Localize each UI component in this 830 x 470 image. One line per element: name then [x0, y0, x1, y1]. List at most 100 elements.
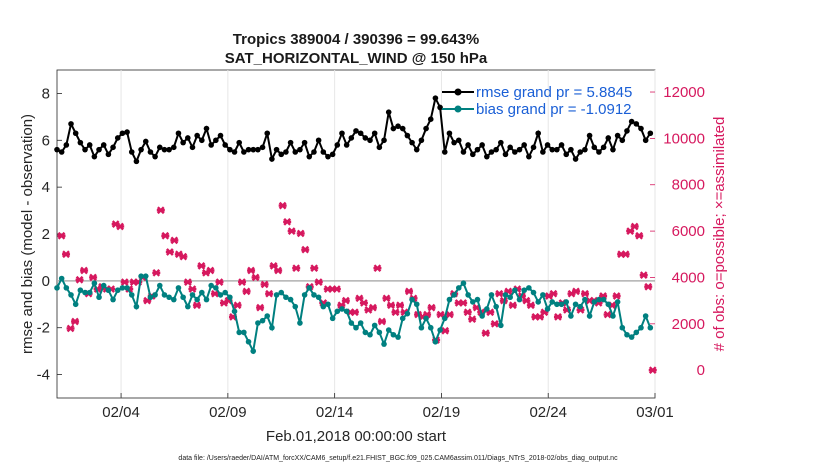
bias-point: [367, 331, 373, 338]
bias-point: [381, 341, 387, 347]
bias-point: [82, 289, 88, 296]
obs-marker: [170, 236, 179, 245]
bias-point: [446, 296, 453, 303]
bias-point: [203, 296, 210, 303]
y2-tick-label: 0: [697, 362, 705, 379]
rmse-point: [142, 138, 149, 145]
obs-marker: [210, 289, 219, 298]
bias-point: [610, 313, 616, 319]
bias-point: [227, 294, 233, 301]
rmse-point: [315, 137, 322, 144]
obs-marker: [445, 310, 454, 319]
rmse-point: [227, 146, 233, 153]
obs-marker: [396, 301, 405, 310]
bias-point: [278, 289, 285, 296]
bias-point: [264, 313, 271, 319]
bias-point: [628, 334, 635, 340]
bias-point: [441, 315, 448, 322]
rmse-point: [409, 139, 415, 146]
bias-point: [68, 292, 74, 298]
obs-marker: [179, 252, 188, 261]
x-tick-label: 02/19: [423, 404, 461, 421]
bias-point: [493, 303, 499, 310]
rmse-point: [647, 130, 654, 137]
bias-point: [638, 324, 644, 331]
obs-marker: [459, 299, 468, 307]
obs-marker: [386, 301, 395, 310]
bias-point: [451, 292, 457, 298]
rmse-point: [427, 116, 434, 122]
bias-point: [339, 306, 345, 312]
bias-point: [619, 324, 626, 331]
rmse-point: [63, 142, 70, 148]
rmse-point: [357, 130, 364, 137]
rmse-point: [54, 146, 60, 153]
bias-point: [563, 299, 570, 305]
bias-point: [357, 320, 364, 326]
bias-point: [63, 285, 70, 291]
obs-marker: [120, 278, 129, 286]
rmse-point: [498, 139, 504, 146]
rmse-point: [175, 130, 182, 137]
obs-marker: [468, 315, 477, 324]
obs-marker: [391, 308, 400, 317]
bias-point: [371, 322, 378, 329]
bias-point: [432, 338, 439, 345]
rmse-point: [493, 146, 499, 153]
rmse-point: [638, 125, 644, 132]
rmse-point: [213, 137, 219, 144]
bias-point: [105, 287, 112, 294]
obs-marker: [238, 278, 247, 286]
legend-bias-marker: [454, 105, 462, 113]
rmse-point: [133, 158, 140, 165]
rmse-point: [77, 139, 84, 146]
legend-rmse-label: rmse grand pr = 5.8845: [476, 84, 632, 101]
bias-point: [170, 296, 177, 303]
bias-point: [362, 329, 369, 336]
bias-point: [86, 289, 93, 296]
rmse-point: [189, 144, 196, 151]
obs-marker: [368, 303, 377, 312]
bias-point: [600, 296, 607, 303]
obs-marker: [260, 280, 269, 289]
rmse-point: [507, 144, 513, 151]
obs-marker: [639, 271, 648, 279]
rmse-point: [544, 142, 551, 148]
bias-point: [474, 296, 481, 303]
bias-point: [315, 294, 322, 301]
y2-axis-label: # of obs: o=possible; ×=assimilated: [711, 117, 728, 352]
rmse-point: [156, 144, 163, 151]
rmse-point: [572, 156, 579, 162]
bias-point: [376, 329, 383, 336]
rmse-point: [292, 149, 299, 155]
obs-marker: [612, 292, 621, 300]
y2-tick-label: 2000: [672, 316, 705, 333]
bias-point: [413, 301, 420, 308]
rmse-point: [446, 130, 453, 137]
rmse-point: [199, 137, 205, 144]
obs-marker: [526, 301, 535, 310]
legend: rmse grand pr = 5.8845 bias grand pr = -…: [442, 84, 632, 118]
bias-point: [161, 292, 168, 298]
bias-point: [334, 308, 341, 315]
bias-point: [647, 324, 654, 331]
bias-point: [465, 292, 471, 298]
rmse-point: [465, 142, 471, 148]
rmse-point: [376, 144, 383, 151]
rmse-point: [535, 130, 542, 137]
obs-marker: [508, 301, 517, 310]
obs-marker: [301, 245, 310, 254]
bias-point: [110, 296, 116, 303]
y-tick-label: 8: [42, 85, 50, 102]
bias-point: [250, 348, 257, 354]
data-file-footnote: data file: /Users/raeder/DAI/ATM_forcXX/…: [178, 455, 618, 462]
rmse-point: [194, 132, 200, 139]
obs-marker: [359, 299, 368, 307]
obs-marker: [66, 324, 75, 333]
bias-point: [245, 338, 252, 345]
rmse-point: [124, 129, 130, 135]
bias-point: [353, 324, 359, 331]
bias-point: [507, 294, 513, 301]
rmse-point: [297, 146, 303, 153]
